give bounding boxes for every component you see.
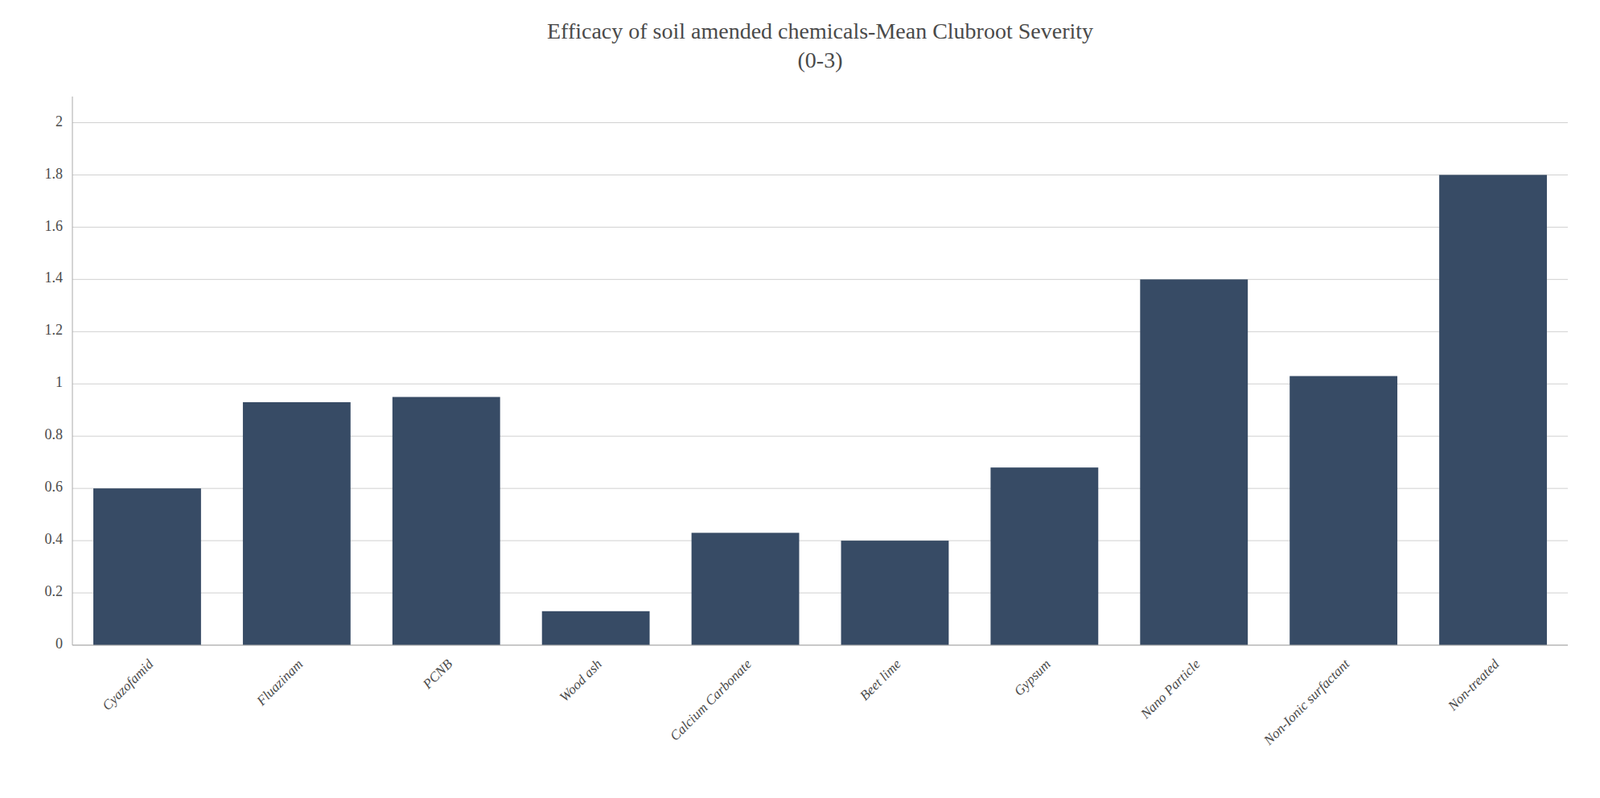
y-tick-label: 0.8	[45, 426, 64, 443]
bars	[93, 174, 1547, 646]
bar	[242, 402, 351, 646]
y-tick-label: 0	[55, 635, 63, 652]
bar	[990, 467, 1099, 646]
chart-svg: Efficacy of soil amended chemicals-Mean …	[0, 0, 1600, 798]
x-tick-label: Wood ash	[556, 656, 605, 705]
grid	[72, 122, 1568, 646]
grid-line	[72, 226, 1568, 228]
bar	[93, 488, 202, 646]
bar	[1289, 375, 1398, 646]
bar	[1139, 279, 1248, 646]
grid-line	[72, 279, 1568, 280]
y-tick-label: 1.8	[45, 165, 64, 182]
x-tick-label: Nano Particle	[1137, 656, 1204, 723]
y-tick-label: 0.2	[45, 583, 64, 600]
x-tick-label: Fluazinam	[253, 656, 307, 710]
x-tick-label: Cyazofamid	[98, 656, 157, 714]
grid-line	[72, 174, 1568, 176]
y-tick-label: 2	[55, 113, 63, 130]
x-tick-label: Non-Ionic surfactant	[1260, 655, 1354, 749]
x-tick-label: PCNB	[419, 655, 456, 692]
bar	[392, 396, 501, 646]
x-tick-label: Calcium Carbonate	[666, 656, 755, 745]
bar	[1439, 174, 1547, 646]
x-tick-label: Non-treated	[1444, 656, 1503, 715]
y-tick-label: 1.2	[45, 321, 64, 338]
y-tick-label: 0.4	[45, 530, 64, 548]
bar	[691, 532, 800, 646]
y-axis-line	[72, 96, 74, 646]
grid-line	[72, 122, 1568, 124]
title: Efficacy of soil amended chemicals-Mean …	[547, 18, 1094, 44]
y-tick-label: 0.6	[45, 478, 64, 495]
bar	[542, 611, 650, 646]
x-tick-label: Gypsum	[1011, 656, 1054, 700]
chart-container: Efficacy of soil amended chemicals-Mean …	[0, 0, 1600, 798]
y-tick-label: 1	[55, 374, 63, 391]
x-axis-line	[72, 645, 1568, 646]
x-tick-label: Beet lime	[856, 656, 905, 704]
grid-line	[72, 645, 1568, 646]
y-tick-label: 1.4	[45, 269, 64, 286]
y-tick-label: 1.6	[45, 217, 64, 235]
grid-line	[72, 331, 1568, 333]
subtitle: (0-3)	[797, 47, 844, 73]
bar	[841, 540, 950, 646]
